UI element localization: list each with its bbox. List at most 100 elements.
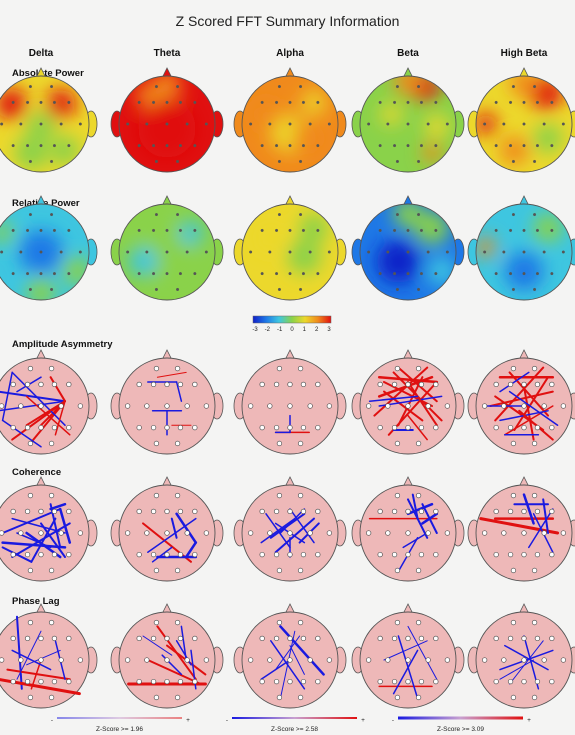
electrode <box>405 381 411 388</box>
electrode <box>260 228 264 232</box>
electrode <box>535 272 539 276</box>
electrode <box>481 657 488 663</box>
connection-positive <box>146 659 202 685</box>
row-label-coherence: Coherence <box>12 467 61 478</box>
electrode <box>405 530 411 536</box>
electrode <box>550 272 554 276</box>
electrode <box>67 228 71 232</box>
connections <box>368 366 443 441</box>
blob-layer <box>476 76 563 165</box>
legend-label: Z-Score >= 3.09 <box>437 726 484 733</box>
electrode <box>185 122 189 126</box>
head-asymmetry-theta <box>110 349 224 455</box>
electrode <box>415 619 422 626</box>
threshold-legend-item: - + Z-Score >= 1.96 <box>51 717 190 733</box>
electrode <box>145 250 149 254</box>
head-phaselag-high-beta <box>467 603 575 709</box>
electrode <box>434 100 438 104</box>
electrode <box>308 250 312 254</box>
electrode <box>549 424 555 431</box>
electrode <box>273 635 280 642</box>
legend-plus: + <box>361 717 365 724</box>
connection-negative <box>184 541 198 559</box>
connections <box>368 493 439 573</box>
electrode <box>326 657 333 663</box>
electrode <box>531 365 538 372</box>
electrode <box>327 250 331 254</box>
electrode <box>510 567 517 574</box>
connection-negative <box>30 517 57 563</box>
electrode <box>394 567 401 574</box>
electrode <box>501 657 507 663</box>
electrode <box>276 440 283 447</box>
electrode <box>493 551 499 558</box>
electrode <box>378 144 382 148</box>
electrode <box>316 272 320 276</box>
electrode <box>176 213 180 217</box>
electrode <box>377 551 383 558</box>
electrode <box>153 492 160 499</box>
electrode <box>164 424 170 431</box>
electrode <box>165 250 169 254</box>
electrode <box>153 694 160 701</box>
power-blob <box>50 136 80 165</box>
electrode <box>549 551 555 558</box>
connection-negative <box>504 644 549 671</box>
color-scale-bar <box>252 315 332 324</box>
electrode <box>136 508 142 515</box>
connection-negative <box>0 390 66 403</box>
electrode <box>521 403 527 409</box>
electrode <box>415 492 422 499</box>
connection-positive <box>25 400 66 427</box>
electrode <box>78 250 82 254</box>
band-label-theta: Theta <box>154 48 181 59</box>
power-blob <box>292 121 327 156</box>
head-relative-high-beta <box>467 195 575 301</box>
electrode <box>534 678 541 685</box>
electrode <box>259 381 265 388</box>
row-label-absolute: Absolute Power <box>12 68 84 79</box>
electrode <box>174 492 181 499</box>
electrode <box>38 403 44 409</box>
electrode <box>259 635 265 642</box>
electrode <box>38 678 44 685</box>
electrode <box>26 228 30 232</box>
electrode <box>511 159 515 163</box>
electrode <box>300 424 307 431</box>
connections <box>260 625 325 699</box>
electrode <box>26 272 30 276</box>
blob-layer <box>376 204 456 286</box>
head-asymmetry-alpha <box>233 349 347 455</box>
electrode <box>59 250 63 254</box>
electrode <box>433 551 439 558</box>
electrode <box>39 272 43 276</box>
blob-layer <box>476 213 563 291</box>
electrode <box>153 365 160 372</box>
electrode <box>300 678 307 685</box>
electrode <box>10 551 16 558</box>
electrode <box>287 424 293 431</box>
connection-positive <box>489 390 554 407</box>
electrode <box>507 381 514 388</box>
electrode <box>297 567 304 574</box>
row-label-relative: Relative Power <box>12 198 80 209</box>
electrode <box>521 381 527 388</box>
electrode <box>164 381 170 388</box>
electrode <box>316 228 320 232</box>
connection-negative <box>49 502 67 511</box>
electrode <box>38 530 44 536</box>
head-phaselag-delta <box>0 603 98 709</box>
electrode <box>405 508 411 515</box>
electrode <box>28 85 32 89</box>
electrode <box>510 694 517 701</box>
electrode <box>326 530 333 536</box>
head-absolute-beta <box>351 67 465 173</box>
electrode <box>177 635 184 642</box>
electrode <box>77 403 84 409</box>
electrode <box>27 492 34 499</box>
electrode <box>58 403 64 409</box>
electrode <box>24 678 31 685</box>
electrode <box>184 530 190 536</box>
electrode <box>51 678 58 685</box>
connection-negative <box>11 517 66 534</box>
